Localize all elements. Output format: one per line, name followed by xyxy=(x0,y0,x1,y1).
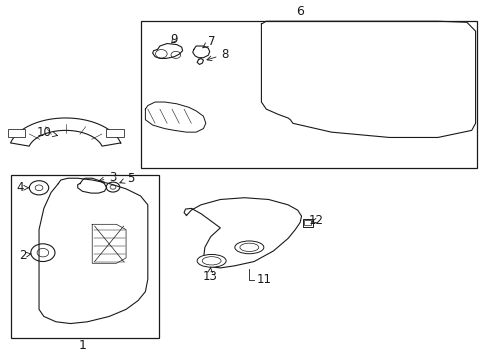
Text: 7: 7 xyxy=(203,35,215,48)
Text: 12: 12 xyxy=(308,214,323,227)
Text: 11: 11 xyxy=(256,274,271,287)
Bar xyxy=(304,220,310,225)
Text: 6: 6 xyxy=(296,5,304,18)
Bar xyxy=(106,129,123,136)
Text: 3: 3 xyxy=(99,171,117,184)
Ellipse shape xyxy=(240,243,258,252)
Text: 9: 9 xyxy=(170,33,177,46)
Text: 10: 10 xyxy=(37,126,58,139)
Text: 1: 1 xyxy=(79,339,86,352)
Bar xyxy=(302,219,312,227)
Bar xyxy=(140,21,476,168)
Text: 5: 5 xyxy=(120,172,134,185)
Text: 4: 4 xyxy=(16,181,29,194)
Bar xyxy=(7,129,25,136)
Ellipse shape xyxy=(234,241,264,254)
Text: 13: 13 xyxy=(202,267,217,283)
Text: 2: 2 xyxy=(20,249,31,262)
Ellipse shape xyxy=(197,255,225,267)
Bar xyxy=(11,175,159,338)
Ellipse shape xyxy=(202,257,221,265)
Text: 8: 8 xyxy=(206,48,228,61)
